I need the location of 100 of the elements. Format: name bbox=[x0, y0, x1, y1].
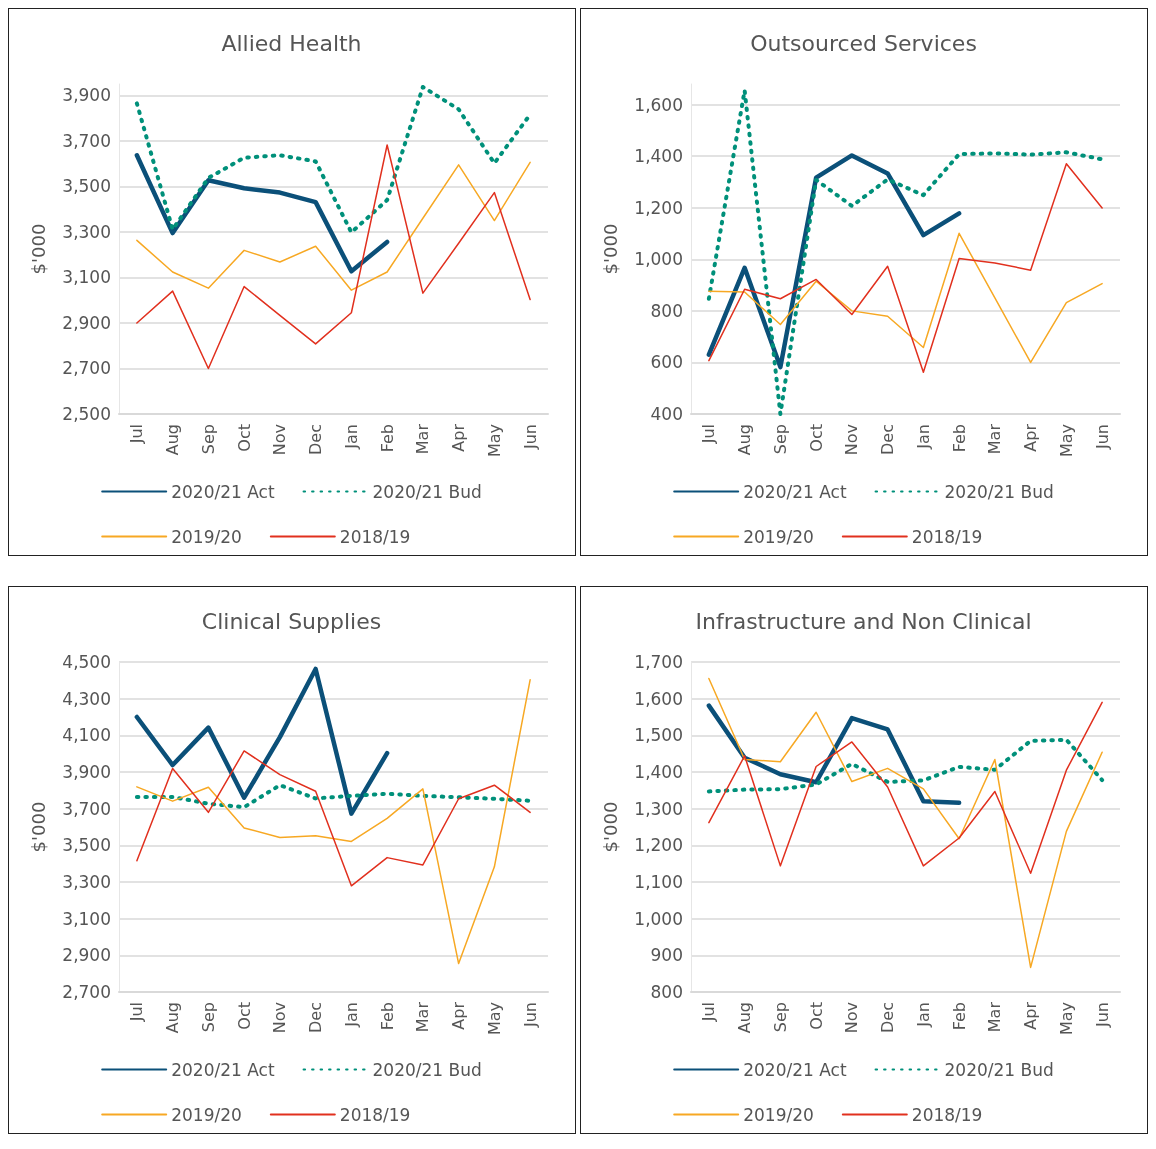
line-series bbox=[136, 679, 531, 965]
y-axis-title: $'000 bbox=[27, 223, 49, 275]
y-tick-label: 3,500 bbox=[62, 176, 111, 197]
y-tick-label: 800 bbox=[650, 982, 683, 1002]
line-series bbox=[136, 144, 531, 370]
x-tick-label: Jun bbox=[520, 1002, 540, 1028]
y-tick-label: 1,700 bbox=[634, 652, 683, 672]
x-tick-label: May bbox=[1056, 1002, 1076, 1036]
x-tick-label: Mar bbox=[413, 1001, 433, 1033]
x-tick-label: Aug bbox=[163, 424, 183, 456]
y-tick-label: 1,400 bbox=[634, 146, 683, 167]
y-axis-title: $'000 bbox=[599, 223, 621, 275]
x-tick-label: Apr bbox=[1021, 1001, 1041, 1030]
y-axis-title: $'000 bbox=[599, 801, 621, 853]
x-tick-label: Nov bbox=[842, 424, 862, 456]
legend-label: 2018/19 bbox=[911, 1104, 983, 1125]
x-tick-label: May bbox=[484, 424, 504, 458]
y-tick-label: 2,700 bbox=[62, 358, 111, 379]
x-tick-label: Mar bbox=[985, 423, 1005, 455]
x-tick-label: Apr bbox=[449, 1001, 469, 1030]
line-series bbox=[136, 161, 531, 291]
y-axis-title: $'000 bbox=[27, 801, 49, 853]
y-tick-label: 3,900 bbox=[62, 762, 111, 782]
legend-label: 2019/20 bbox=[743, 1104, 814, 1125]
legend-label: 2020/21 Act bbox=[171, 481, 275, 502]
x-tick-label: Jun bbox=[1092, 424, 1112, 450]
x-tick-label: Nov bbox=[270, 424, 290, 456]
x-tick-label: Jan bbox=[913, 424, 933, 450]
y-tick-label: 1,200 bbox=[634, 835, 683, 856]
legend-label: 2018/19 bbox=[339, 526, 411, 547]
line-series bbox=[706, 703, 962, 806]
y-tick-label: 600 bbox=[650, 352, 683, 373]
line-series bbox=[134, 666, 390, 816]
line-series bbox=[136, 750, 531, 887]
y-tick-label: 900 bbox=[650, 945, 683, 966]
line-series bbox=[708, 701, 1103, 874]
x-tick-label: Aug bbox=[163, 1002, 183, 1034]
x-tick-label: Jul bbox=[127, 424, 147, 445]
y-tick-label: 1,200 bbox=[634, 197, 683, 218]
line-series bbox=[708, 232, 1103, 364]
x-tick-label: Oct bbox=[806, 424, 826, 452]
y-tick-label: 3,100 bbox=[62, 267, 111, 288]
legend-label: 2018/19 bbox=[339, 1104, 411, 1125]
chart-title: Allied Health bbox=[221, 30, 362, 56]
y-tick-label: 1,400 bbox=[634, 762, 683, 782]
x-tick-label: Sep bbox=[198, 1002, 218, 1033]
x-tick-label: Mar bbox=[985, 1001, 1005, 1033]
y-tick-label: 800 bbox=[650, 300, 683, 321]
x-tick-label: Apr bbox=[449, 423, 469, 452]
y-tick-label: 3,500 bbox=[62, 835, 111, 856]
y-tick-label: 1,600 bbox=[634, 688, 683, 709]
x-tick-label: May bbox=[484, 1002, 504, 1036]
x-tick-label: Dec bbox=[878, 1002, 898, 1033]
x-tick-label: Dec bbox=[878, 424, 898, 455]
y-tick-label: 2,500 bbox=[62, 404, 111, 424]
x-tick-label: Sep bbox=[198, 424, 218, 455]
y-tick-label: 2,900 bbox=[62, 945, 111, 966]
y-tick-label: 1,500 bbox=[634, 725, 683, 746]
y-tick-label: 3,900 bbox=[62, 85, 111, 106]
line-series bbox=[134, 152, 390, 274]
line-series bbox=[708, 677, 1103, 969]
y-tick-label: 4,500 bbox=[62, 652, 111, 672]
x-tick-label: Aug bbox=[735, 424, 755, 456]
x-tick-label: Jul bbox=[699, 1002, 719, 1023]
x-tick-label: Feb bbox=[949, 424, 969, 453]
x-tick-label: Oct bbox=[234, 424, 254, 452]
chart-title: Clinical Supplies bbox=[201, 608, 382, 634]
x-tick-label: Jan bbox=[913, 1002, 933, 1028]
x-tick-label: Mar bbox=[413, 423, 433, 455]
x-tick-label: Jun bbox=[1092, 1002, 1112, 1028]
x-tick-label: Sep bbox=[770, 424, 790, 455]
y-tick-label: 400 bbox=[650, 404, 683, 424]
line-series bbox=[134, 783, 533, 810]
x-tick-label: May bbox=[1056, 424, 1076, 458]
line-series bbox=[708, 162, 1103, 373]
x-tick-label: Dec bbox=[306, 424, 326, 455]
x-tick-label: Feb bbox=[949, 1002, 969, 1031]
y-tick-label: 1,300 bbox=[634, 798, 683, 819]
y-tick-label: 2,700 bbox=[62, 982, 111, 1002]
y-tick-label: 3,700 bbox=[62, 130, 111, 151]
chart-title: Outsourced Services bbox=[750, 30, 977, 56]
y-tick-label: 4,100 bbox=[62, 725, 111, 746]
x-tick-label: Oct bbox=[234, 1002, 254, 1030]
y-tick-label: 3,300 bbox=[62, 872, 111, 892]
legend-label: 2019/20 bbox=[171, 526, 242, 547]
legend-label: 2020/21 Act bbox=[743, 481, 847, 502]
x-tick-label: Aug bbox=[735, 1002, 755, 1034]
x-tick-label: Jan bbox=[341, 1002, 361, 1028]
line-series bbox=[706, 88, 1105, 416]
legend-label: 2020/21 Bud bbox=[372, 481, 482, 502]
legend-label: 2019/20 bbox=[743, 526, 814, 547]
x-tick-label: Jun bbox=[520, 424, 540, 450]
x-tick-label: Apr bbox=[1021, 423, 1041, 452]
legend-label: 2020/21 Act bbox=[743, 1059, 847, 1080]
y-tick-label: 3,100 bbox=[62, 908, 111, 929]
legend-label: 2019/20 bbox=[171, 1104, 242, 1125]
y-tick-label: 1,000 bbox=[634, 908, 683, 929]
x-tick-label: Jul bbox=[699, 424, 719, 445]
x-tick-label: Nov bbox=[842, 1002, 862, 1034]
y-tick-label: 2,900 bbox=[62, 312, 111, 333]
